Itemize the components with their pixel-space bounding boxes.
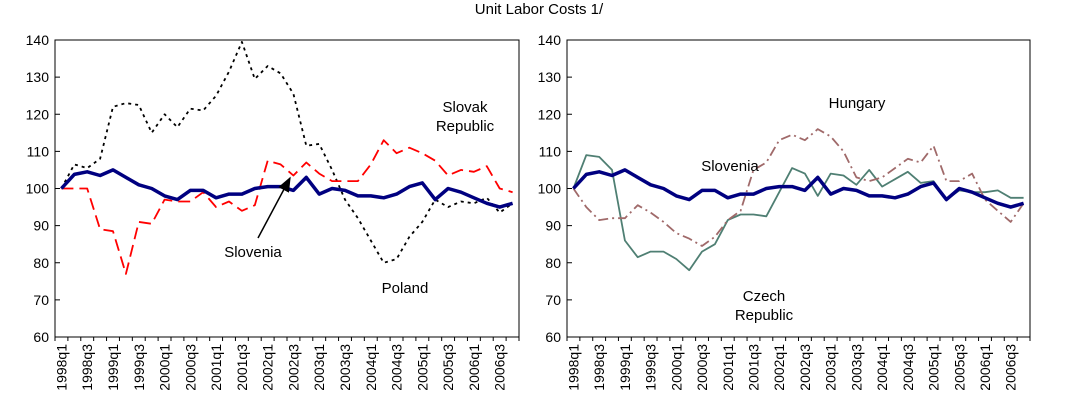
x-tick-label: 1998q3 <box>591 344 607 391</box>
y-tick-label: 120 <box>538 106 562 122</box>
x-tick-label: 2001q3 <box>745 344 761 391</box>
y-tick-label: 100 <box>538 181 562 197</box>
x-tick-label: 2005q3 <box>951 344 967 391</box>
x-tick-label: 2005q3 <box>440 344 456 391</box>
line-series <box>61 139 513 275</box>
y-tick-label: 90 <box>545 218 561 234</box>
x-tick-label: 2004q1 <box>363 344 379 391</box>
x-tick-label: 1999q3 <box>131 344 147 391</box>
x-tick-label: 2000q1 <box>157 344 173 391</box>
x-tick-label: 2003q1 <box>823 344 839 391</box>
x-tick-label: 2003q3 <box>337 344 353 391</box>
x-tick-label: 2000q3 <box>694 344 710 391</box>
y-tick-label: 80 <box>33 255 49 271</box>
x-tick-label: 2000q3 <box>182 344 198 391</box>
x-tick-label: 2002q1 <box>771 344 787 391</box>
y-tick-label: 100 <box>26 181 50 197</box>
x-tick-label: 2004q3 <box>900 344 916 391</box>
series-label: Slovenia <box>224 244 282 261</box>
x-tick-label: 2000q1 <box>668 344 684 391</box>
line-series <box>60 41 514 264</box>
y-tick-label: 110 <box>27 143 50 159</box>
y-tick-label: 60 <box>545 329 561 345</box>
series-label: Slovenia <box>701 158 759 175</box>
y-tick-label: 140 <box>26 32 50 48</box>
chart-title: Unit Labor Costs 1/ <box>474 1 604 18</box>
y-tick-label: 120 <box>26 106 50 122</box>
x-tick-label: 2002q3 <box>285 344 301 391</box>
x-tick-label: 2003q1 <box>311 344 327 391</box>
x-tick-label: 2006q1 <box>466 344 482 391</box>
y-tick-label: 140 <box>538 32 562 48</box>
y-tick-label: 90 <box>33 218 49 234</box>
annotation-arrow <box>257 176 291 239</box>
x-tick-label: 2001q1 <box>208 344 224 391</box>
series-label: Czech Republic <box>734 288 794 324</box>
x-tick-label: 1999q3 <box>643 344 659 391</box>
x-tick-label: 1999q1 <box>617 344 633 391</box>
x-tick-label: 1998q1 <box>565 344 581 391</box>
x-tick-label: 2006q3 <box>492 344 508 391</box>
x-tick-label: 1999q1 <box>105 344 121 391</box>
x-tick-label: 2001q3 <box>234 344 250 391</box>
x-tick-label: 2006q3 <box>1003 344 1019 391</box>
line-series <box>572 154 1024 272</box>
series-label: Poland <box>381 280 429 297</box>
x-tick-label: 2003q3 <box>848 344 864 391</box>
x-tick-label: 2002q1 <box>260 344 276 391</box>
x-tick-label: 2006q1 <box>977 344 993 391</box>
y-tick-label: 60 <box>33 329 49 345</box>
x-tick-label: 2005q1 <box>926 344 942 391</box>
x-tick-label: 2004q1 <box>874 344 890 391</box>
y-tick-label: 130 <box>538 69 562 85</box>
line-series <box>60 168 514 209</box>
line-series <box>572 168 1025 209</box>
y-tick-label: 130 <box>26 69 50 85</box>
y-tick-label: 70 <box>33 292 49 308</box>
y-tick-label: 80 <box>545 255 561 271</box>
x-tick-label: 2004q3 <box>389 344 405 391</box>
y-tick-label: 70 <box>545 292 561 308</box>
series-label: Slovak Republic <box>435 99 495 135</box>
x-tick-label: 2002q3 <box>797 344 813 391</box>
x-tick-label: 2001q1 <box>720 344 736 391</box>
x-tick-label: 1998q3 <box>79 344 95 391</box>
x-tick-label: 1998q1 <box>53 344 69 391</box>
series-label: Hungary <box>828 95 886 112</box>
y-tick-label: 110 <box>539 143 562 159</box>
x-tick-label: 2005q1 <box>414 344 430 391</box>
